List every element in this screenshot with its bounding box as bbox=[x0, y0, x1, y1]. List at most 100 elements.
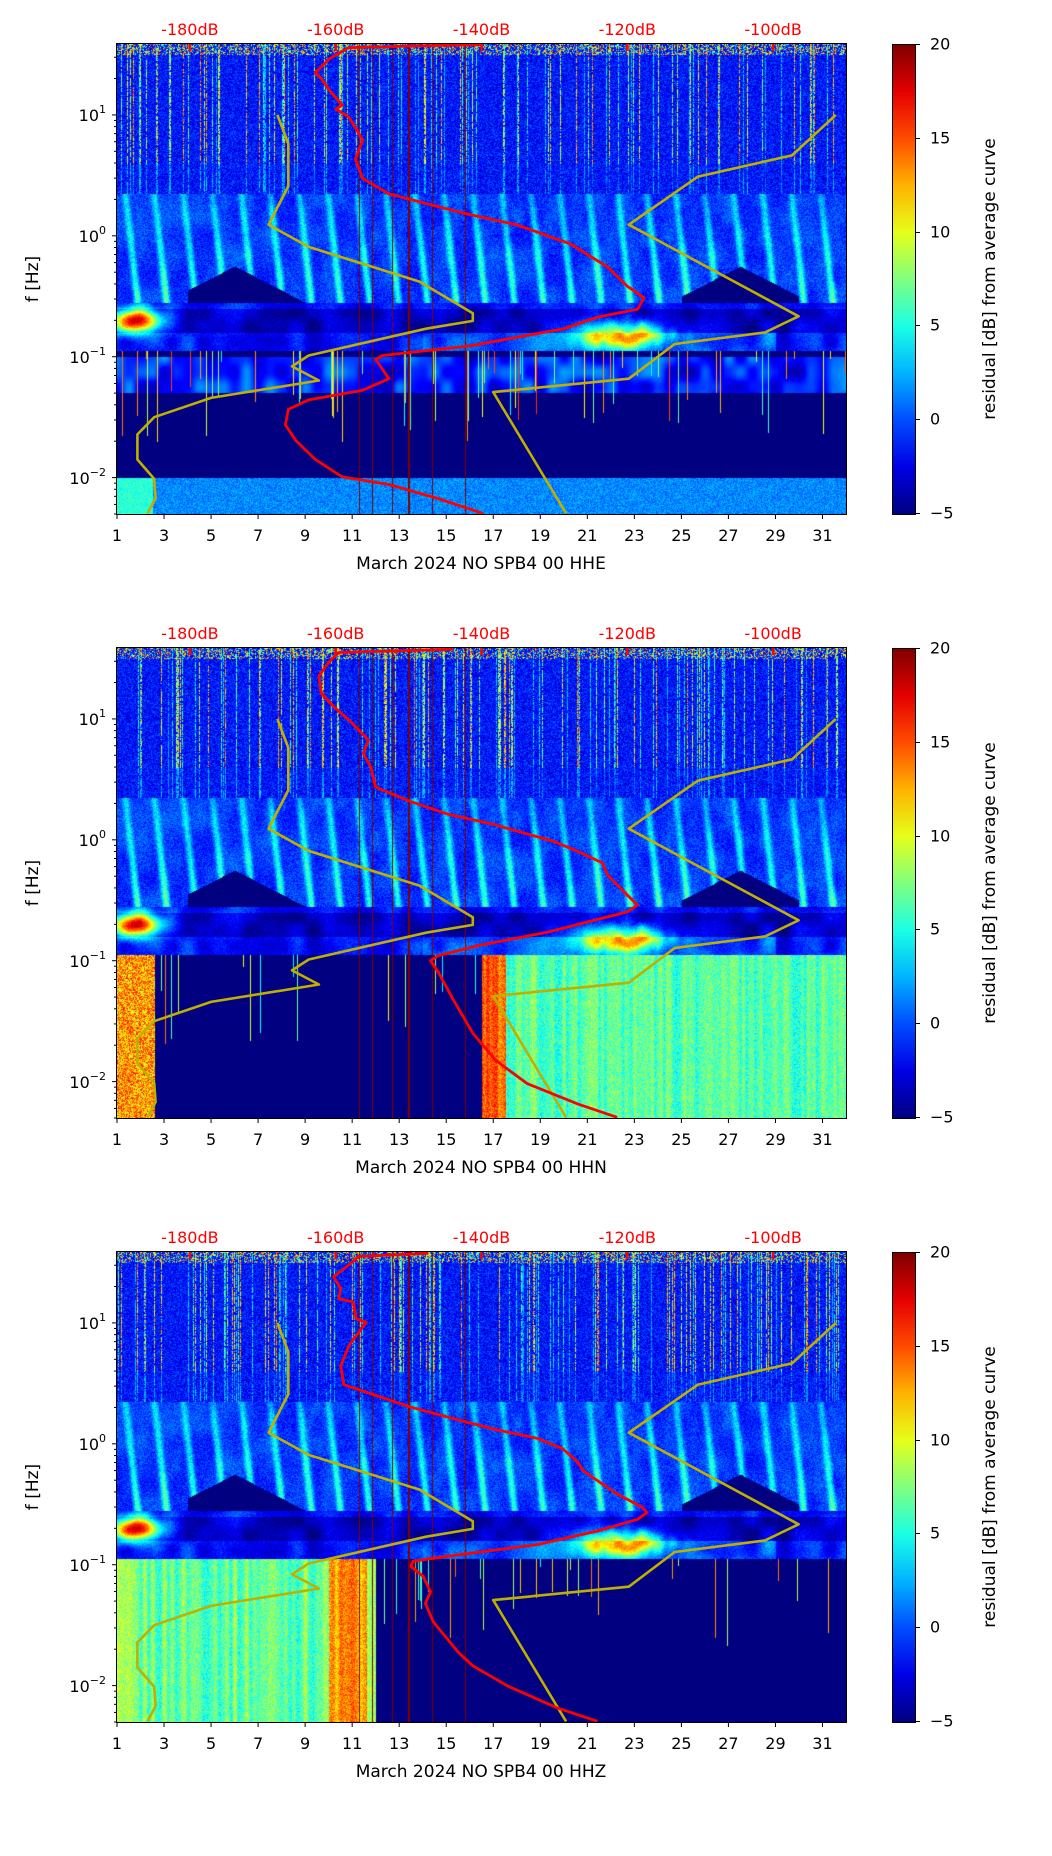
curve-overlay bbox=[112, 43, 837, 519]
average-curve-line bbox=[283, 43, 646, 515]
average-curve-line bbox=[332, 1251, 649, 1723]
colorbar-tick-mark bbox=[915, 1345, 920, 1347]
y-tick-label: 10−1 bbox=[69, 1552, 106, 1575]
colorbar-tick-label: 10 bbox=[930, 1430, 951, 1450]
y-tick-label: 101 bbox=[79, 103, 106, 125]
x-tick-label: 25 bbox=[671, 1130, 692, 1149]
colorbar bbox=[892, 648, 916, 1119]
x-tick-label: 19 bbox=[530, 1130, 551, 1149]
high-noise-model-line bbox=[491, 717, 837, 1119]
colorbar-tick-mark bbox=[915, 648, 920, 649]
y-tick-exponent: −2 bbox=[89, 1673, 106, 1687]
top-axis-db-label: -120dB bbox=[598, 20, 657, 39]
y-tick-base: 10 bbox=[69, 1555, 90, 1575]
spectrogram-panel-3: 1 3 5 7 9 11 13 15 17 19 21 23 25 27 29 31 101 100 10−1 10−… bbox=[0, 1228, 1052, 1856]
x-tick-label: 5 bbox=[205, 1130, 217, 1149]
x-tick-label: 9 bbox=[300, 1734, 311, 1753]
colorbar-label: residual [dB] from average curve bbox=[980, 138, 1000, 420]
curve-overlay bbox=[112, 647, 837, 1123]
y-tick-label: 101 bbox=[78, 1311, 106, 1334]
spectrogram-panel-1: 1 3 5 7 9 11 13 15 17 19 21 23 25 27 29 31 101 100 10−1 10−… bbox=[0, 20, 1052, 648]
x-tick-label: 13 bbox=[389, 1734, 410, 1753]
x-tick-label: 31 bbox=[812, 526, 833, 545]
colorbar-tick-mark bbox=[915, 513, 920, 514]
y-tick-label: 100 bbox=[79, 223, 106, 246]
spectrogram-panel-2: 1 3 5 7 9 11 13 15 17 19 21 23 25 27 29 31 101 100 10−1 10−… bbox=[0, 624, 1052, 1252]
colorbar-tick-mark bbox=[915, 1117, 920, 1118]
y-tick-exponent: −1 bbox=[89, 948, 106, 962]
x-tick-label: 17 bbox=[483, 1130, 504, 1149]
x-tick-label: 23 bbox=[624, 526, 645, 545]
x-axis-label: March 2024 NO SPB4 00 HHE bbox=[356, 554, 606, 574]
y-tick-exponent: 0 bbox=[99, 223, 106, 237]
x-tick-label: 31 bbox=[812, 1734, 833, 1753]
colorbar-tick-label: 5 bbox=[930, 315, 941, 335]
colorbar bbox=[892, 44, 916, 515]
x-tick-label: 25 bbox=[671, 526, 692, 545]
y-tick-base: 10 bbox=[78, 1434, 99, 1454]
y-tick-label: 10−2 bbox=[69, 1069, 106, 1092]
x-tick-label: 23 bbox=[624, 1130, 645, 1149]
x-tick-label: 5 bbox=[205, 1734, 217, 1753]
x-tick-label: 19 bbox=[530, 526, 551, 545]
y-tick-base: 10 bbox=[69, 1676, 90, 1696]
y-tick-base: 10 bbox=[69, 1072, 90, 1092]
x-tick-label: 13 bbox=[389, 1130, 410, 1149]
colorbar-tick-mark bbox=[915, 1627, 920, 1629]
colorbar-tick-label: 15 bbox=[930, 128, 951, 148]
colorbar-tick-label: −5 bbox=[930, 1107, 954, 1127]
low-noise-model-line bbox=[136, 718, 475, 1118]
x-tick-label: 11 bbox=[341, 1130, 363, 1149]
top-axis-db-label: -160dB bbox=[306, 624, 365, 643]
x-tick-label: 29 bbox=[765, 1130, 786, 1149]
x-tick-label: 21 bbox=[577, 1734, 598, 1753]
spectrogram-plot-area bbox=[112, 43, 846, 519]
colorbar-tick-label: 0 bbox=[930, 1617, 941, 1637]
y-tick-label: 101 bbox=[79, 707, 106, 729]
colorbar-tick-mark bbox=[915, 44, 920, 45]
x-tick-label: 21 bbox=[577, 1130, 598, 1149]
colorbar-label: residual [dB] from average curve bbox=[980, 742, 1000, 1024]
colorbar-tick-mark bbox=[915, 1721, 920, 1722]
colorbar-tick-mark bbox=[915, 835, 920, 837]
y-tick-exponent: −1 bbox=[89, 1552, 106, 1566]
top-axis-db-label: -100dB bbox=[744, 1228, 802, 1247]
x-tick-label: 17 bbox=[483, 1734, 504, 1753]
colorbar-tick-label: 5 bbox=[930, 919, 941, 939]
y-axis-label: f [Hz] bbox=[23, 1463, 43, 1511]
colorbar-tick-mark bbox=[915, 1439, 920, 1441]
colorbar-tick-label: 0 bbox=[930, 409, 941, 429]
colorbar-tick-label: 20 bbox=[930, 638, 951, 658]
colorbar-tick-mark bbox=[915, 929, 920, 931]
x-tick-label: 27 bbox=[718, 1734, 739, 1753]
top-axis-db-label: -140dB bbox=[452, 624, 511, 643]
x-axis-label: March 2024 NO SPB4 00 HHN bbox=[355, 1158, 607, 1178]
x-tick-label: 27 bbox=[718, 526, 739, 545]
x-tick-label: 5 bbox=[205, 526, 217, 545]
y-axis-label: f [Hz] bbox=[23, 255, 43, 303]
top-axis-db-label: -160dB bbox=[306, 1228, 365, 1247]
top-axis-db-label: -100dB bbox=[744, 624, 802, 643]
x-tick-label: 15 bbox=[436, 526, 457, 545]
y-tick-label: 10−1 bbox=[69, 948, 106, 971]
y-tick-base: 10 bbox=[78, 1314, 99, 1334]
colorbar-tick-label: 10 bbox=[930, 222, 951, 242]
y-tick-base: 10 bbox=[69, 468, 90, 488]
colorbar-tick-label: 20 bbox=[930, 34, 951, 54]
x-tick-label: 11 bbox=[341, 1734, 363, 1753]
colorbar-tick-label: −5 bbox=[930, 503, 954, 523]
high-noise-model-line bbox=[491, 1321, 837, 1723]
colorbar-tick-label: 15 bbox=[930, 1336, 951, 1356]
x-tick-label: 3 bbox=[158, 1130, 170, 1149]
colorbar-tick-mark bbox=[915, 325, 920, 327]
colorbar-tick-label: 20 bbox=[930, 1242, 951, 1262]
y-tick-exponent: −2 bbox=[89, 465, 106, 479]
spectrogram-plot-area bbox=[112, 647, 846, 1123]
y-axis-label: f [Hz] bbox=[23, 859, 43, 907]
x-tick-label: 15 bbox=[436, 1130, 457, 1149]
x-tick-label: 21 bbox=[577, 526, 598, 545]
x-tick-label: 29 bbox=[765, 526, 786, 545]
x-tick-label: 9 bbox=[300, 1130, 311, 1149]
x-tick-label: 11 bbox=[341, 526, 363, 545]
y-tick-base: 10 bbox=[69, 347, 90, 367]
